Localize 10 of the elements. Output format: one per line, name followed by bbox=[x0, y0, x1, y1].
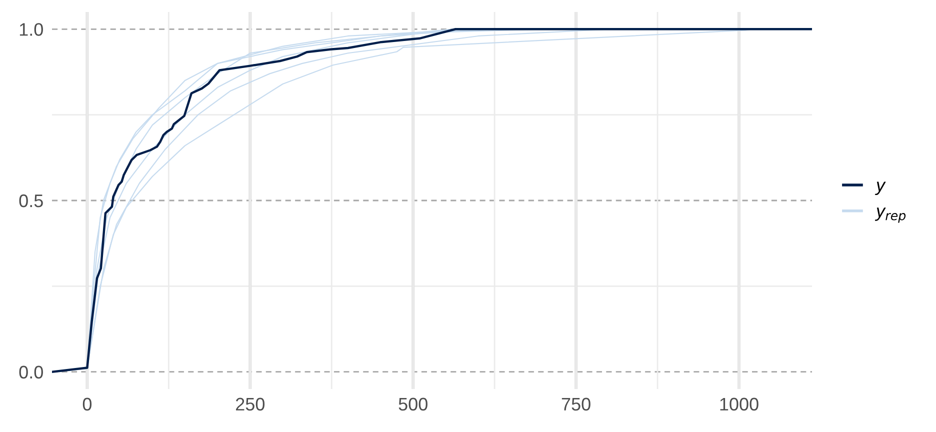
x-tick-label: 0 bbox=[82, 398, 92, 411]
legend-label: y bbox=[874, 182, 886, 196]
x-tick-label: 250 bbox=[236, 398, 265, 411]
x-tick-label: 1000 bbox=[720, 398, 758, 411]
x-tick-label: 750 bbox=[562, 398, 590, 411]
legend-label: y$_{rep}$ bbox=[874, 208, 906, 223]
y-tick-label: 0.5 bbox=[19, 194, 43, 208]
x-tick-label: 500 bbox=[398, 398, 428, 411]
y-tick-label: 0.0 bbox=[19, 366, 43, 379]
y-tick-label: 1.0 bbox=[20, 23, 43, 36]
